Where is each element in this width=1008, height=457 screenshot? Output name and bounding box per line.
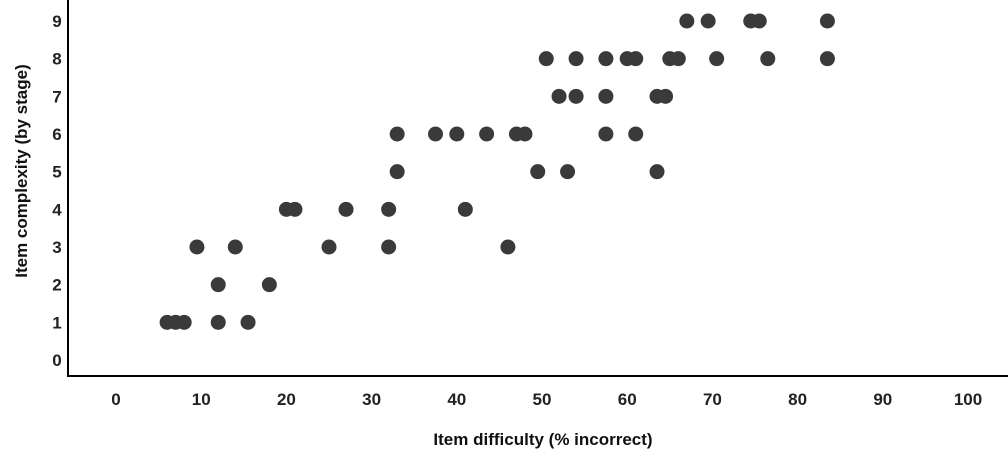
data-point (210, 314, 226, 330)
data-point (709, 51, 725, 67)
data-point (530, 164, 546, 180)
data-point (568, 88, 584, 104)
x-axis-ticks: 0 10 20 30 40 50 60 70 80 90 100 (111, 390, 982, 409)
data-point (819, 51, 835, 67)
data-point (598, 51, 614, 67)
y-tick-label: 5 (52, 163, 61, 182)
x-tick-label: 40 (447, 390, 466, 409)
y-tick-label: 3 (52, 238, 61, 257)
y-tick-label: 7 (52, 87, 61, 106)
x-tick-label: 30 (362, 390, 381, 409)
y-tick-label: 6 (52, 125, 61, 144)
data-point (381, 239, 397, 255)
data-point (449, 126, 465, 142)
data-point (287, 201, 303, 217)
data-point (389, 126, 405, 142)
data-point (658, 88, 674, 104)
data-point (819, 13, 835, 29)
data-point (751, 13, 767, 29)
data-point (428, 126, 443, 142)
data-point (560, 164, 576, 180)
data-point (240, 314, 256, 330)
data-point (649, 164, 665, 180)
data-point (389, 164, 405, 180)
y-tick-label: 4 (52, 200, 62, 219)
y-tick-label: 0 (52, 351, 61, 370)
x-tick-label: 60 (618, 390, 637, 409)
x-tick-label: 90 (873, 390, 892, 409)
data-point (517, 126, 533, 142)
data-point (598, 126, 614, 142)
x-tick-label: 20 (277, 390, 296, 409)
data-point (538, 51, 554, 67)
data-point (176, 314, 192, 330)
x-tick-label: 0 (111, 390, 120, 409)
y-axis-title: Item complexity (by stage) (12, 64, 31, 278)
x-tick-label: 80 (788, 390, 807, 409)
data-point (628, 126, 644, 142)
y-tick-label: 2 (52, 276, 61, 295)
x-tick-label: 50 (533, 390, 552, 409)
data-point (479, 126, 495, 142)
data-point (227, 239, 243, 255)
data-point (457, 201, 473, 217)
data-point (321, 239, 337, 255)
x-tick-label: 70 (703, 390, 722, 409)
data-point (381, 201, 397, 217)
y-tick-label: 1 (52, 313, 61, 332)
x-tick-label: 100 (954, 390, 982, 409)
data-point (261, 277, 277, 293)
x-tick-label: 10 (192, 390, 211, 409)
data-point (500, 239, 516, 255)
data-point (679, 13, 695, 29)
data-point (338, 201, 354, 217)
data-point (670, 51, 686, 67)
data-point (628, 51, 644, 67)
y-tick-label: 8 (52, 50, 61, 69)
y-axis-ticks: 0 1 2 3 4 5 6 7 8 9 (52, 12, 62, 370)
data-points (159, 13, 835, 330)
data-point (551, 88, 567, 104)
data-point (760, 51, 776, 67)
data-point (210, 277, 226, 293)
data-point (700, 13, 716, 29)
x-axis-title: Item difficulty (% incorrect) (433, 430, 652, 449)
data-point (568, 51, 584, 67)
data-point (598, 88, 614, 104)
y-tick-label: 9 (52, 12, 61, 31)
data-point (189, 239, 205, 255)
